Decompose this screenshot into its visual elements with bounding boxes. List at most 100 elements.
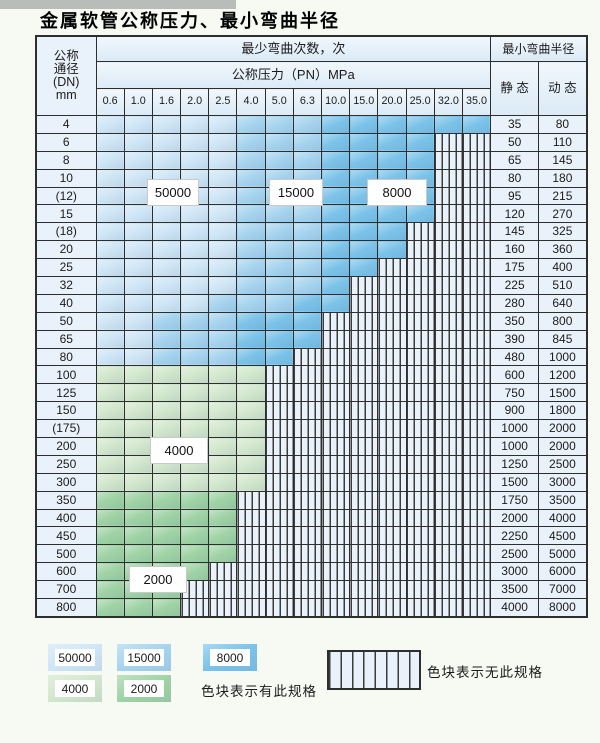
spec-cell-H bbox=[461, 240, 492, 260]
spec-cell-H bbox=[349, 293, 379, 313]
spec-cell-B bbox=[95, 562, 125, 582]
spec-cell-M bbox=[264, 115, 294, 134]
spec-cell-H bbox=[349, 490, 379, 510]
spec-cell-H bbox=[461, 347, 492, 367]
dn-cell: 65 bbox=[35, 329, 97, 349]
spec-cell-B bbox=[180, 490, 210, 510]
spec-cell-H bbox=[292, 562, 323, 582]
spec-cell-H bbox=[320, 365, 351, 385]
spec-cell-L bbox=[95, 222, 125, 242]
spec-cell-H bbox=[349, 598, 379, 618]
dynamic-radius-cell: 400 bbox=[538, 258, 588, 278]
dynamic-radius-cell: 1000 bbox=[538, 347, 588, 367]
spec-cell-H bbox=[292, 526, 323, 546]
cycle-count-label: 2000 bbox=[129, 566, 187, 593]
spec-cell-L bbox=[180, 115, 210, 134]
spec-cell-L bbox=[123, 329, 153, 349]
spec-cell-L bbox=[180, 293, 210, 313]
spec-cell-A bbox=[95, 437, 125, 456]
spec-cell-L bbox=[95, 168, 125, 188]
dynamic-radius-cell: 270 bbox=[538, 204, 588, 224]
dynamic-radius-cell: 510 bbox=[538, 276, 588, 295]
spec-cell-H bbox=[405, 437, 435, 456]
spec-cell-H bbox=[433, 472, 463, 492]
spec-cell-H bbox=[349, 544, 379, 564]
spec-cell-L bbox=[208, 276, 238, 295]
dynamic-radius-cell: 2500 bbox=[538, 454, 588, 474]
pressure-column-header: 35.0 bbox=[461, 88, 492, 116]
table-row: 350 1750 3500 bbox=[35, 490, 588, 510]
dn-cell: (175) bbox=[35, 419, 97, 439]
spec-cell-H bbox=[433, 258, 463, 278]
static-radius-cell: 35 bbox=[490, 115, 540, 134]
spec-cell-M bbox=[208, 293, 238, 313]
spec-cell-H bbox=[433, 419, 463, 439]
spec-cell-D bbox=[320, 168, 351, 188]
spec-cell-H bbox=[349, 329, 379, 349]
spec-cell-D bbox=[320, 276, 351, 295]
spec-cell-H bbox=[461, 204, 492, 224]
pressure-column-header: 1.0 bbox=[123, 88, 153, 116]
spec-cell-H bbox=[377, 490, 407, 510]
table-row: 6 50 110 bbox=[35, 132, 588, 152]
legend-swatch: 8000 bbox=[203, 644, 257, 671]
spec-cell-B bbox=[95, 526, 125, 546]
bend-cycles-header: 最少弯曲次数，次 bbox=[95, 35, 492, 62]
dynamic-radius-cell: 4000 bbox=[538, 508, 588, 528]
spec-cell-H bbox=[433, 401, 463, 421]
spec-cell-M bbox=[236, 186, 266, 206]
spec-cell-H bbox=[264, 454, 294, 474]
legend-swatch-label: 15000 bbox=[124, 649, 164, 666]
spec-cell-B bbox=[123, 490, 153, 510]
static-radius-cell: 4000 bbox=[490, 598, 540, 618]
spec-cell-H bbox=[320, 472, 351, 492]
spec-cell-L bbox=[151, 258, 182, 278]
spec-cell-H bbox=[349, 419, 379, 439]
spec-cell-L bbox=[123, 276, 153, 295]
spec-cell-H bbox=[461, 472, 492, 492]
table-row: 25 175 400 bbox=[35, 258, 588, 278]
static-radius-cell: 1250 bbox=[490, 454, 540, 474]
spec-cell-H bbox=[377, 526, 407, 546]
spec-cell-H bbox=[405, 526, 435, 546]
spec-cell-L bbox=[95, 258, 125, 278]
spec-cell-H bbox=[461, 508, 492, 528]
dynamic-radius-cell: 3500 bbox=[538, 490, 588, 510]
spec-cell-M bbox=[292, 150, 323, 170]
spec-cell-M bbox=[292, 276, 323, 295]
spec-cell-H bbox=[349, 276, 379, 295]
spec-cell-L bbox=[180, 240, 210, 260]
spec-cell-L bbox=[151, 276, 182, 295]
spec-cell-H bbox=[349, 562, 379, 582]
spec-cell-H bbox=[433, 365, 463, 385]
spec-cell-B bbox=[208, 526, 238, 546]
dn-cell: 400 bbox=[35, 508, 97, 528]
spec-cell-B bbox=[180, 562, 210, 582]
spec-cell-H bbox=[433, 526, 463, 546]
spec-cell-A bbox=[123, 383, 153, 403]
spec-cell-M bbox=[264, 204, 294, 224]
spec-cell-B bbox=[95, 580, 125, 600]
spec-cell-B bbox=[123, 526, 153, 546]
spec-cell-H bbox=[405, 508, 435, 528]
spec-cell-B bbox=[151, 526, 182, 546]
pressure-column-header: 2.0 bbox=[180, 88, 210, 116]
spec-cell-H bbox=[292, 401, 323, 421]
dn-header-line: 公称 bbox=[53, 48, 79, 63]
dynamic-radius-cell: 2000 bbox=[538, 437, 588, 456]
spec-cell-L bbox=[208, 150, 238, 170]
spec-cell-M bbox=[208, 347, 238, 367]
spec-cell-M bbox=[151, 311, 182, 331]
hose-spec-table: 公称 通径 (DN) mm 最少弯曲次数，次 最小弯曲半径 公称压力（PN）MP… bbox=[35, 35, 588, 618]
static-radius-cell: 280 bbox=[490, 293, 540, 313]
spec-cell-H bbox=[236, 562, 266, 582]
dn-cell: 100 bbox=[35, 365, 97, 385]
spec-cell-D bbox=[377, 222, 407, 242]
spec-cell-H bbox=[433, 276, 463, 295]
spec-cell-L bbox=[123, 347, 153, 367]
spec-cell-H bbox=[292, 598, 323, 618]
spec-cell-H bbox=[405, 383, 435, 403]
spec-cell-M bbox=[292, 204, 323, 224]
table-row: 600 3000 6000 bbox=[35, 562, 588, 582]
spec-cell-A bbox=[208, 454, 238, 474]
